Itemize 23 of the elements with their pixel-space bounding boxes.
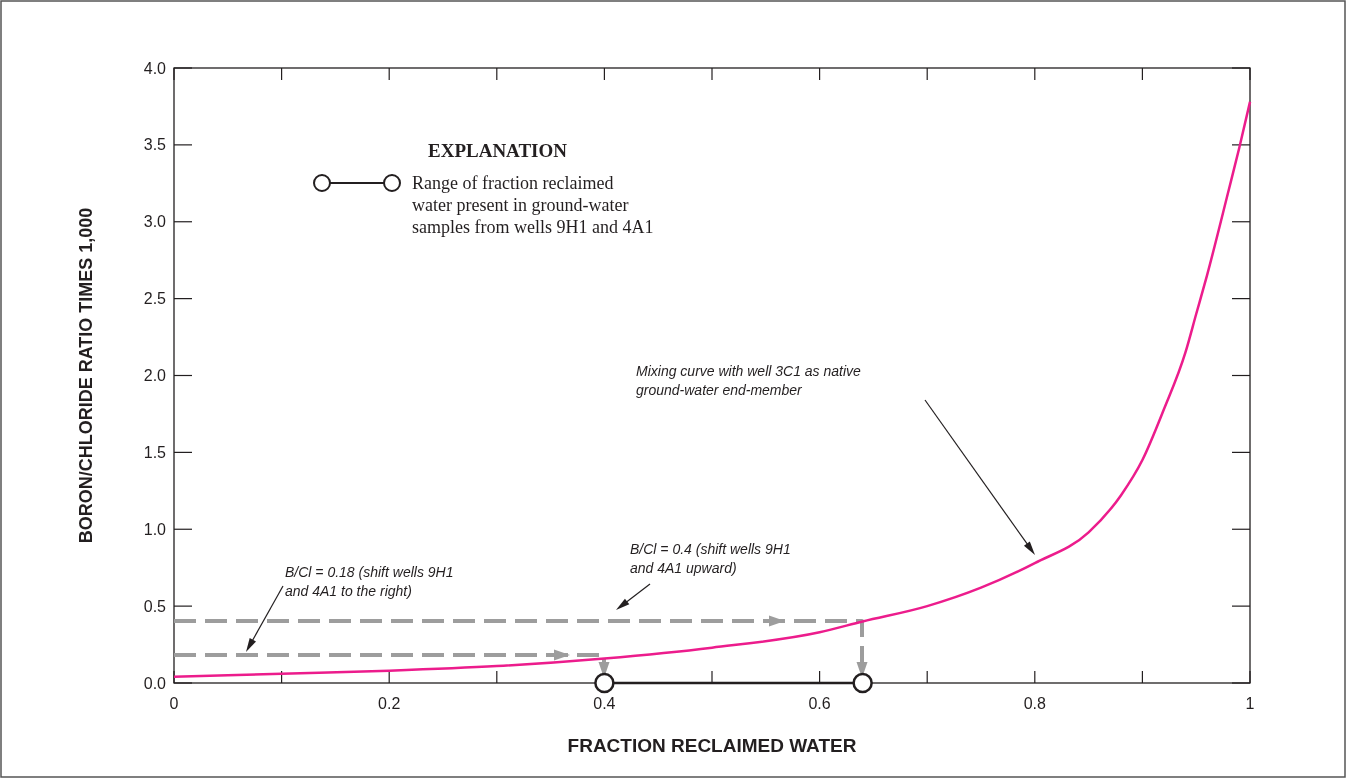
legend-label: Range of fraction reclaimed water present in ground-water samples from wells 9H1 and 4A1 bbox=[412, 173, 654, 237]
y-tick-label: 0.5 bbox=[143, 597, 167, 615]
x-tick-label: 0.8 bbox=[1023, 695, 1047, 712]
y-tick-label: 1.0 bbox=[143, 520, 167, 538]
x-tick-label: 0.4 bbox=[593, 695, 616, 712]
y-tick-label: 3.5 bbox=[143, 136, 167, 154]
annotation: B/Cl = 0.4 (shift wells 9H1 and 4A1 upward) bbox=[630, 541, 791, 576]
x-tick-label: 0.6 bbox=[808, 695, 831, 712]
line-series bbox=[172, 100, 1252, 679]
y-tick-label: 4.0 bbox=[143, 59, 167, 77]
y-tick-label: 0.0 bbox=[143, 674, 167, 692]
x-tick-label: 0 bbox=[169, 695, 179, 712]
y-axis-title: BORON/CHLORIDE RATIO TIMES 1,000 bbox=[76, 207, 96, 544]
y-tick-label: 1.5 bbox=[143, 443, 167, 461]
x-tick-label: 1 bbox=[1245, 695, 1255, 712]
x-axis-title: FRACTION RECLAIMED WATER bbox=[567, 735, 857, 756]
y-tick-label: 2.0 bbox=[143, 367, 167, 385]
annotation: Mixing curve with well 3C1 as native ground-water end-member bbox=[636, 363, 862, 398]
annotation: B/Cl = 0.18 (shift wells 9H1 and 4A1 to the right) bbox=[285, 564, 454, 599]
x-tick-label: 0.2 bbox=[378, 695, 401, 712]
legend-title: EXPLANATION bbox=[428, 140, 568, 161]
y-tick-label: 3.0 bbox=[143, 213, 167, 231]
y-tick-label: 2.5 bbox=[143, 290, 167, 308]
